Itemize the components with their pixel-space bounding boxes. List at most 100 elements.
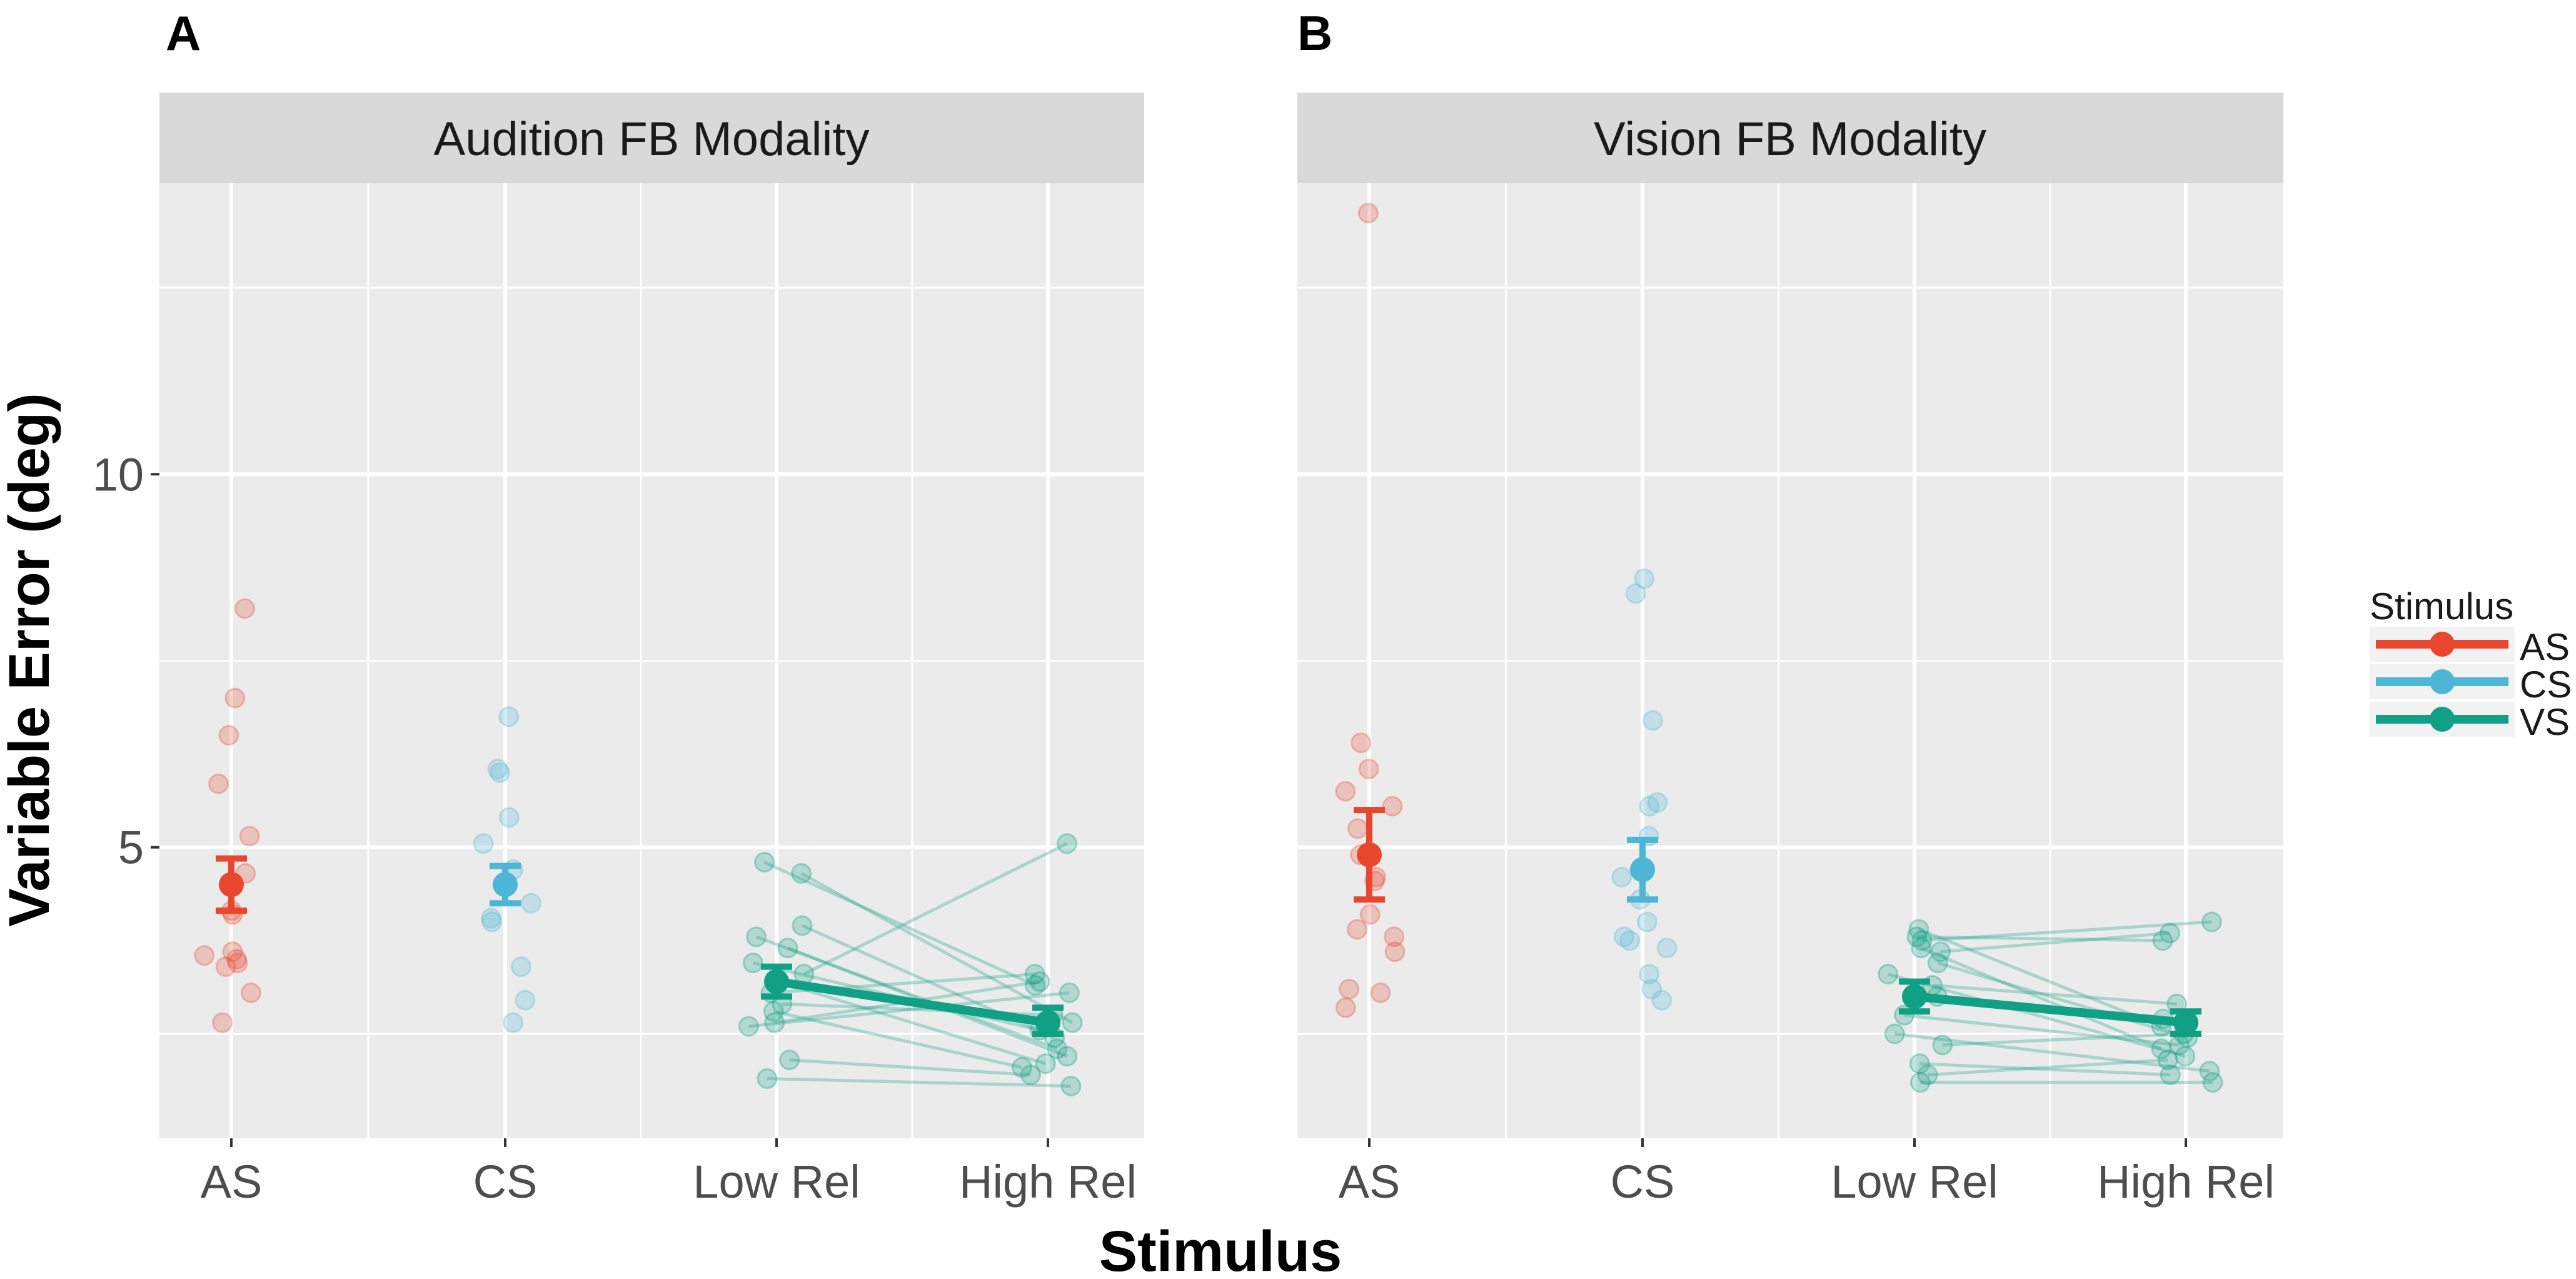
as-individual-point	[194, 945, 215, 966]
panel-b-x-axis: AS CS Low Rel High Rel	[1339, 1138, 2275, 1208]
as-individual-point	[224, 687, 246, 709]
vs-high-rel-point	[2160, 1064, 2181, 1086]
legend-label-vs: VS	[2520, 701, 2570, 743]
vs-paired-line	[1932, 983, 2177, 1006]
panel-a: A Audition FB Modality AS CS Low Rel High R…	[159, 6, 1144, 1208]
cs-individual-point	[1639, 796, 1660, 817]
cs-individual-point	[1636, 911, 1658, 933]
panel-b-tag: B	[1297, 6, 1332, 61]
vs-paired-line	[1920, 946, 2162, 1051]
vs-mean-line	[1914, 992, 2186, 1028]
as-individual-point	[1347, 919, 1368, 940]
legend-label-as: AS	[2520, 626, 2570, 668]
vs-paired-line	[1916, 935, 2163, 943]
as-individual-point	[239, 826, 260, 847]
panel-b: B Vision FB Modality AS CS Low Rel High Rel	[1297, 6, 2283, 1208]
as-individual-point	[227, 953, 248, 974]
x-axis-title: Stimulus	[1099, 1220, 1342, 1279]
as-mean-point	[1357, 842, 1382, 867]
cs-individual-point	[480, 907, 501, 929]
y-tick-label-10: 10	[93, 448, 144, 500]
cs-individual-point	[1625, 583, 1646, 604]
vs-paired-line	[1904, 1013, 2180, 1047]
vs-paired-line	[1927, 1058, 2168, 1077]
as-individual-point	[1351, 732, 1372, 754]
as-individual-point	[1384, 941, 1406, 963]
vs-paired-line	[1942, 1032, 2184, 1047]
vs-high-rel-point	[2151, 1038, 2172, 1059]
vs-paired-line	[1894, 1032, 2210, 1073]
cs-individual-point	[473, 833, 494, 854]
panel-a-strip	[159, 93, 1144, 183]
as-individual-point	[1358, 758, 1379, 779]
as-individual-point	[208, 773, 229, 794]
vs-high-rel-point	[1062, 1012, 1083, 1033]
vs-low-rel-point	[777, 938, 798, 959]
y-tick-label-5: 5	[118, 822, 144, 874]
vs-paired-line	[755, 935, 1058, 1051]
vs-paired-line	[1888, 973, 2186, 1058]
low-rel-mean-point	[764, 969, 789, 994]
panel-a-x-tick-label-low-rel: Low Rel	[693, 1156, 860, 1208]
vs-high-rel-point	[1059, 982, 1080, 1003]
vs-low-rel-point	[1908, 919, 1929, 940]
vs-low-rel-point	[1917, 1064, 1938, 1086]
as-individual-point	[1382, 796, 1403, 817]
panel-a-tag: A	[166, 6, 201, 61]
cs-individual-point	[1651, 989, 1673, 1011]
cs-individual-point	[487, 758, 508, 779]
vs-paired-line	[767, 1077, 1071, 1088]
vs-paired-line	[763, 861, 1036, 987]
panel-a-x-axis: AS CS Low Rel High Rel	[201, 1138, 1137, 1208]
vs-high-rel-point	[1024, 974, 1045, 996]
cs-individual-point	[1656, 938, 1678, 959]
legend: Stimulus AS CS VS	[2370, 585, 2572, 743]
cs-individual-point	[503, 1012, 524, 1033]
cs-individual-point	[1642, 710, 1663, 731]
as-individual-point	[1347, 818, 1368, 839]
vs-paired-line	[1937, 961, 2188, 1039]
vs-low-rel-point	[742, 953, 763, 974]
vs-low-rel-point	[792, 915, 813, 936]
vs-low-rel-point	[1909, 1053, 1930, 1074]
vs-high-rel-point	[1020, 1064, 1041, 1086]
vs-paired-line	[1919, 1062, 2171, 1077]
panel-a-grid	[159, 183, 1144, 1138]
legend-key-point-vs	[2430, 707, 2455, 732]
panel-a-x-tick-label-high-rel: High Rel	[959, 1156, 1137, 1208]
vs-high-rel-point	[1011, 1057, 1032, 1078]
vs-low-rel-point	[754, 852, 775, 873]
as-individual-point	[234, 598, 256, 619]
as-individual-point	[1370, 982, 1391, 1003]
as-individual-point	[222, 941, 243, 963]
cs-individual-point	[1647, 792, 1668, 813]
panel-b-x-tick-label-cs: CS	[1611, 1156, 1675, 1208]
cs-individual-point	[481, 911, 503, 933]
panel-a-x-tick-label-as: AS	[201, 1156, 263, 1208]
vs-paired-line	[748, 991, 1070, 1028]
cs-individual-point	[1641, 978, 1663, 999]
as-individual-point	[1339, 978, 1360, 999]
vs-high-rel-point	[2199, 1061, 2220, 1082]
cs-individual-point	[489, 762, 510, 783]
as-individual-point	[215, 956, 236, 978]
vs-high-rel-point	[2202, 1072, 2223, 1093]
vs-low-rel-point	[1927, 953, 1948, 974]
panel-b-marks	[1335, 203, 2223, 1093]
panel-a-x-tick-label-cs: CS	[473, 1156, 538, 1208]
vs-low-rel-point	[779, 1049, 800, 1071]
as-individual-point	[240, 982, 261, 1003]
cs-individual-point	[1611, 866, 1633, 887]
y-axis-title: Variable Error (deg)	[0, 393, 61, 927]
high-rel-mean-point	[2173, 1010, 2198, 1036]
vs-low-rel-point	[1884, 1023, 1905, 1044]
as-individual-point	[1384, 926, 1405, 948]
vs-paired-line	[789, 1058, 1031, 1077]
vs-paired-line	[1921, 920, 2212, 943]
panel-a-marks	[194, 598, 1083, 1096]
vs-low-rel-point	[763, 1001, 784, 1022]
as-mean-point	[219, 872, 244, 897]
vs-high-rel-point	[2152, 930, 2173, 951]
y-axis: 5 10	[93, 448, 159, 874]
vs-paired-line	[1918, 928, 2162, 1028]
